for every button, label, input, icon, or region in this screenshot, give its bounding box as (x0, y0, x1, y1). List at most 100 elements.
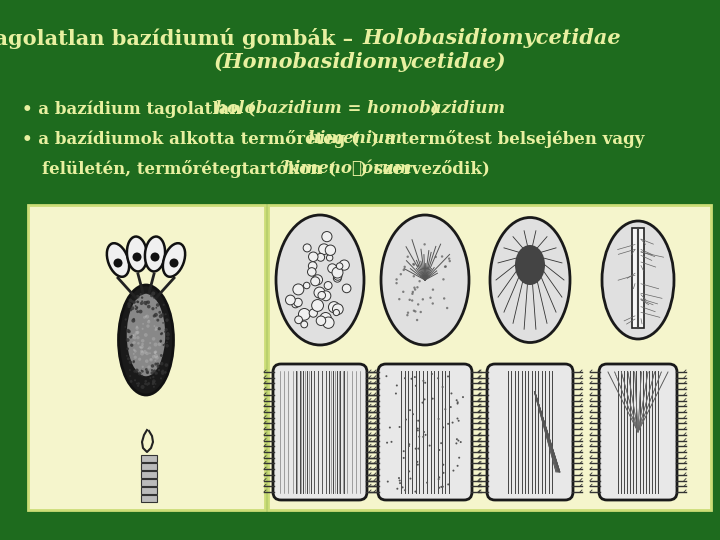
Circle shape (417, 428, 419, 429)
Circle shape (333, 274, 341, 282)
Circle shape (158, 311, 161, 314)
Circle shape (294, 298, 302, 307)
Circle shape (150, 253, 160, 261)
Circle shape (458, 457, 460, 458)
Circle shape (321, 291, 331, 301)
Circle shape (395, 278, 397, 281)
Circle shape (402, 457, 405, 459)
Circle shape (441, 486, 442, 488)
Circle shape (395, 282, 397, 285)
Circle shape (132, 318, 135, 321)
Circle shape (164, 343, 166, 345)
Circle shape (153, 342, 158, 347)
Circle shape (443, 472, 444, 474)
Circle shape (131, 300, 134, 303)
Circle shape (154, 352, 156, 354)
Circle shape (402, 450, 405, 452)
Circle shape (438, 476, 440, 478)
Circle shape (142, 366, 144, 368)
Circle shape (423, 431, 425, 433)
FancyBboxPatch shape (487, 364, 573, 500)
Circle shape (326, 247, 334, 254)
Circle shape (460, 441, 462, 443)
Bar (141, 479, 157, 486)
Circle shape (140, 385, 145, 389)
Circle shape (166, 319, 168, 322)
Circle shape (159, 340, 162, 342)
Circle shape (456, 401, 459, 403)
Circle shape (423, 243, 426, 246)
Circle shape (456, 438, 458, 440)
Circle shape (165, 363, 168, 367)
Circle shape (398, 477, 400, 479)
Circle shape (161, 369, 164, 372)
Circle shape (402, 291, 405, 293)
Circle shape (127, 302, 131, 306)
Circle shape (132, 342, 134, 344)
Circle shape (167, 332, 169, 334)
Circle shape (420, 311, 422, 313)
Circle shape (139, 309, 143, 313)
Bar (141, 455, 157, 462)
Circle shape (156, 319, 159, 322)
Circle shape (424, 382, 426, 384)
Circle shape (129, 361, 132, 364)
Circle shape (152, 337, 156, 341)
Circle shape (154, 318, 156, 320)
Circle shape (136, 310, 139, 313)
Circle shape (431, 302, 434, 305)
Circle shape (135, 331, 139, 335)
Circle shape (441, 255, 444, 258)
Circle shape (152, 376, 155, 378)
Circle shape (155, 356, 158, 360)
Circle shape (135, 305, 137, 307)
Circle shape (414, 288, 416, 291)
Circle shape (129, 369, 131, 371)
Circle shape (427, 266, 430, 269)
Circle shape (131, 335, 132, 336)
Circle shape (385, 375, 387, 377)
Circle shape (409, 409, 411, 411)
Circle shape (161, 332, 163, 334)
Circle shape (145, 352, 149, 355)
Circle shape (141, 370, 144, 373)
Circle shape (140, 293, 143, 295)
Ellipse shape (381, 215, 469, 345)
Circle shape (152, 355, 156, 359)
Circle shape (158, 369, 160, 372)
Circle shape (160, 341, 161, 343)
Circle shape (138, 372, 142, 375)
Circle shape (127, 305, 130, 308)
Bar (141, 471, 157, 478)
Circle shape (147, 305, 150, 308)
Circle shape (160, 377, 162, 380)
Circle shape (131, 319, 135, 322)
Circle shape (151, 292, 155, 295)
Circle shape (145, 301, 148, 303)
Circle shape (438, 487, 440, 489)
Circle shape (166, 344, 168, 348)
Circle shape (413, 275, 415, 278)
Bar (141, 463, 157, 470)
Bar (632, 228, 644, 328)
Circle shape (145, 368, 148, 371)
Circle shape (425, 434, 426, 436)
Circle shape (136, 336, 140, 339)
Circle shape (311, 277, 320, 286)
Circle shape (432, 397, 433, 400)
Circle shape (150, 359, 152, 360)
Circle shape (414, 310, 417, 313)
Circle shape (128, 299, 132, 302)
Circle shape (312, 300, 323, 312)
Circle shape (154, 354, 158, 358)
Circle shape (320, 313, 331, 324)
Circle shape (157, 362, 159, 365)
Circle shape (127, 330, 131, 333)
Circle shape (395, 393, 397, 395)
Circle shape (332, 267, 343, 278)
Circle shape (408, 470, 410, 472)
Circle shape (148, 366, 150, 369)
Circle shape (322, 232, 332, 242)
Circle shape (153, 314, 156, 318)
Circle shape (408, 299, 411, 301)
